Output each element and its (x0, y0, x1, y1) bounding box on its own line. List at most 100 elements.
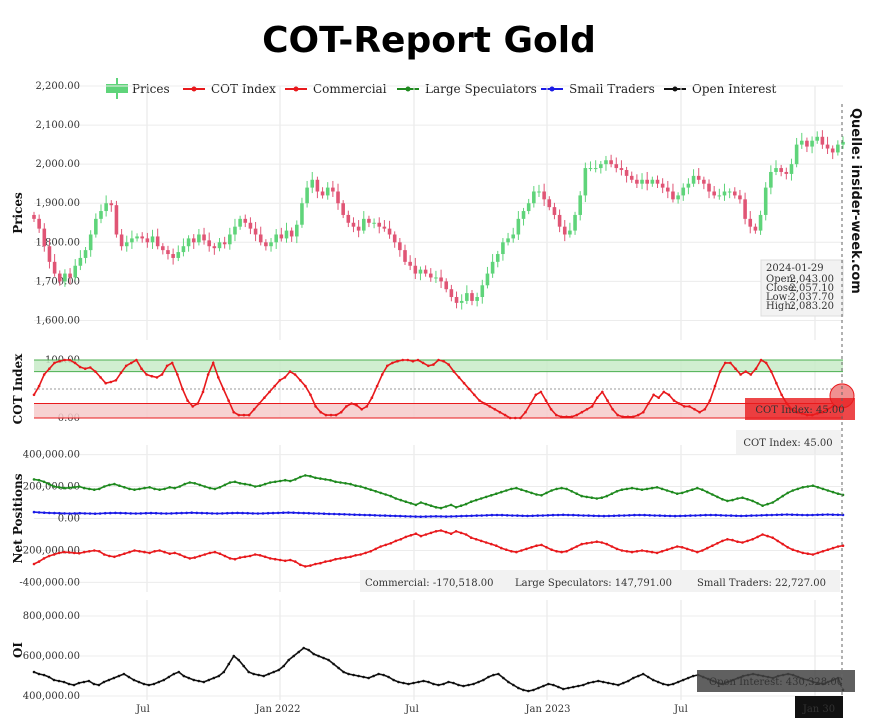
candle-body (604, 160, 608, 165)
legend-swatch-marker (549, 86, 555, 92)
data-point (412, 681, 415, 685)
data-point (365, 405, 369, 408)
data-point (552, 683, 555, 687)
data-point (721, 539, 724, 543)
candle-body (367, 218, 371, 223)
cot-index-tag: COT Index: 45.00 (745, 398, 855, 420)
data-point (309, 474, 312, 478)
series-large-speculators (32, 474, 845, 510)
candle-body (836, 144, 840, 153)
data-point (334, 413, 338, 417)
data-point (129, 512, 132, 515)
data-point (691, 488, 694, 492)
candle-body (774, 168, 778, 172)
data-point (354, 484, 357, 488)
data-point (490, 542, 493, 546)
legend-item-small-traders[interactable]: Small Traders (541, 82, 655, 96)
data-point (434, 530, 438, 533)
candle (810, 136, 814, 154)
data-point (170, 512, 173, 515)
candle-body (279, 234, 284, 239)
data-point (222, 387, 225, 391)
candle (655, 175, 660, 188)
candle (166, 245, 170, 260)
candle-body (495, 254, 500, 262)
data-point (590, 405, 594, 408)
data-point (384, 543, 388, 547)
data-point (841, 544, 845, 547)
tooltip-date: 2024-01-29 (766, 263, 824, 274)
legend-swatch-marker (293, 86, 299, 92)
candle (614, 157, 619, 173)
legend[interactable]: Prices COT Index Commercial Large Speculato… (106, 78, 777, 99)
data-point (421, 361, 425, 365)
data-point (597, 679, 600, 683)
candle-body (599, 164, 603, 169)
legend-item-prices[interactable]: Prices (106, 78, 170, 99)
data-point (127, 675, 131, 679)
last-candle-tooltip[interactable]: 2024-01-29Open:2,043.00Close:2,057.10Low… (760, 259, 844, 317)
data-point (155, 376, 159, 379)
candle-body (418, 269, 423, 274)
candle-body (99, 211, 103, 219)
data-point (369, 550, 373, 553)
legend-label: Large Speculators (425, 82, 537, 96)
current-date-tag[interactable]: Jan 30 (795, 696, 843, 718)
data-point (113, 555, 116, 559)
candle (841, 136, 845, 149)
readout-box (360, 570, 840, 592)
data-point (312, 652, 316, 656)
candle (583, 162, 588, 203)
legend-item-commercial[interactable]: Commercial (285, 82, 387, 96)
data-point (610, 492, 614, 496)
data-point (374, 490, 378, 493)
data-point (592, 514, 595, 518)
data-point (751, 499, 754, 503)
data-point (299, 563, 302, 567)
data-point (467, 683, 470, 687)
data-point (620, 549, 624, 552)
data-point (319, 477, 322, 480)
data-point (132, 678, 136, 682)
data-point (484, 495, 488, 499)
data-point (626, 415, 630, 419)
data-point (373, 514, 377, 517)
candle (423, 265, 428, 277)
legend-item-large-speculators[interactable]: Large Speculators (397, 82, 537, 96)
candle (243, 214, 248, 228)
data-point (257, 673, 261, 677)
data-point (565, 487, 568, 491)
data-point (109, 511, 112, 515)
candle (341, 200, 345, 219)
data-point (801, 513, 804, 517)
data-point (625, 487, 629, 491)
candle (161, 243, 165, 255)
candle-body (490, 261, 495, 274)
legend-item-cot-index[interactable]: COT Index (183, 82, 276, 96)
candle (228, 227, 232, 250)
candle-body (130, 238, 134, 243)
data-point (577, 684, 580, 688)
data-point (526, 514, 529, 518)
data-point (207, 678, 211, 682)
candle-body (825, 144, 830, 149)
readout-commercial: Commercial: -170,518.00 (365, 578, 493, 589)
data-point (595, 540, 599, 543)
data-point (53, 361, 56, 365)
candle (289, 227, 294, 242)
data-point (475, 514, 479, 517)
data-point (362, 675, 365, 679)
candle-body (557, 214, 562, 227)
candle-body (465, 293, 469, 301)
data-point (203, 485, 207, 488)
data-point (177, 670, 181, 674)
candle-body (361, 218, 366, 231)
candle-body (841, 141, 845, 145)
candle-body (542, 191, 546, 200)
y-tick-label: -200,000.00 (19, 545, 80, 556)
candle-body (532, 191, 536, 204)
data-point (570, 415, 573, 419)
candle (542, 183, 546, 206)
data-point (633, 513, 636, 517)
data-point (370, 396, 374, 400)
